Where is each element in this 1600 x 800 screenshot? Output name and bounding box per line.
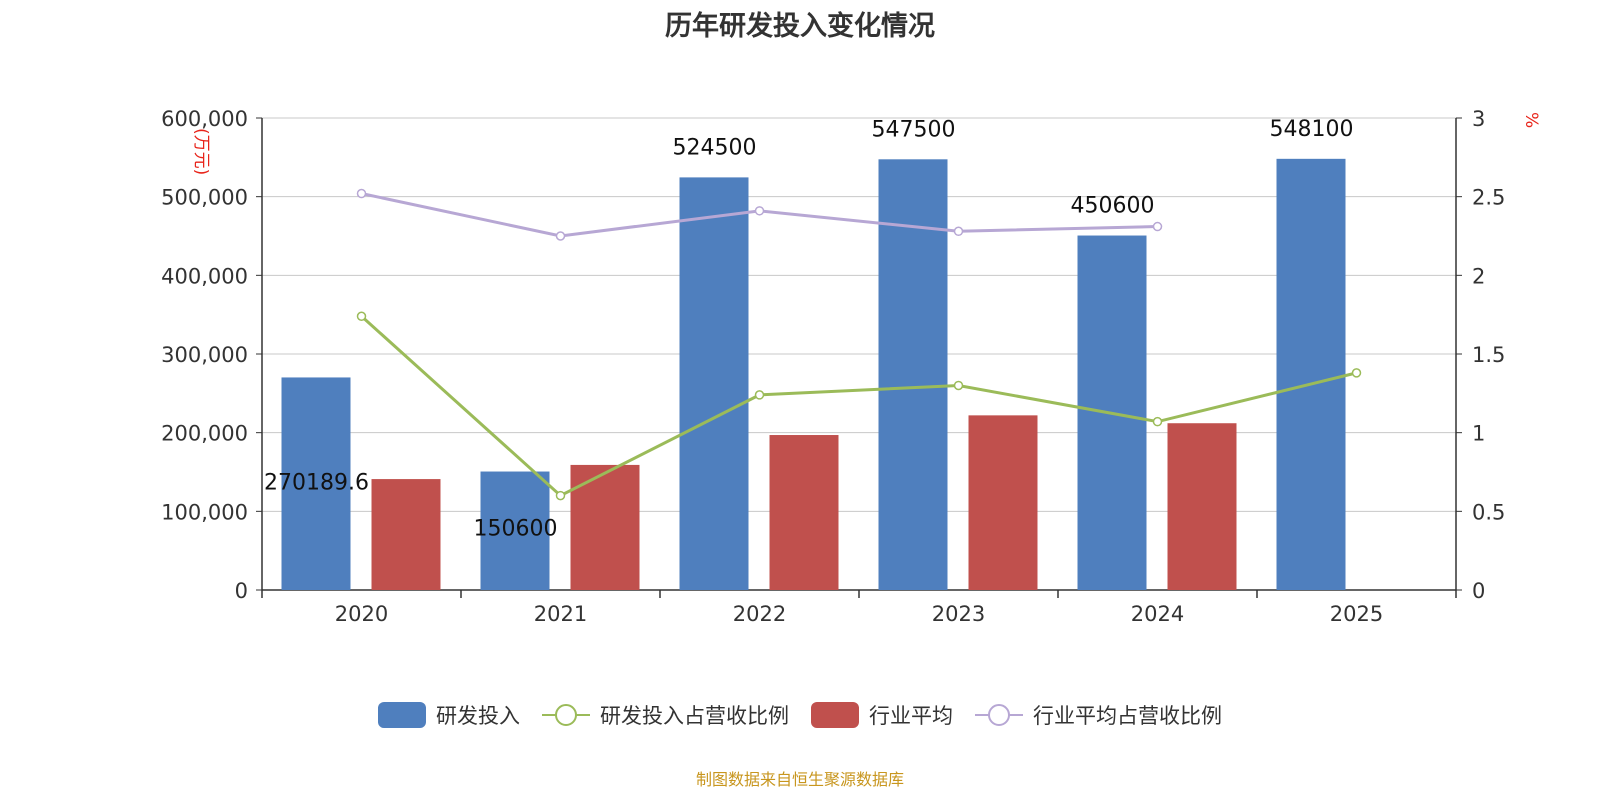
y-left-tick-label: 300,000	[161, 343, 248, 367]
y-left-tick-label: 200,000	[161, 422, 248, 446]
legend-item-rd[interactable]: 研发投入	[378, 700, 520, 730]
x-tick-label: 2022	[733, 602, 786, 626]
y-right-tick-label: 2	[1472, 264, 1485, 288]
rd-ratio-point	[1152, 416, 1163, 427]
legend-rd-swatch	[378, 702, 426, 728]
rd-ratio-point	[356, 311, 367, 321]
legend: 研发投入 研发投入占营收比例 行业平均 行业平均占营收比例	[0, 700, 1600, 730]
footer-source: 制图数据来自恒生聚源数据库	[695, 770, 904, 789]
rd-ratio-line	[360, 315, 1357, 498]
x-tick-label: 2025	[1330, 602, 1383, 626]
bar-industry	[371, 479, 441, 590]
rd-ratio-point	[754, 390, 765, 400]
y-left-tick-label: 100,000	[161, 500, 248, 524]
legend-item-rd-ratio[interactable]: 研发投入占营收比例	[542, 700, 789, 730]
industry-ratio-point	[754, 206, 765, 216]
chart-canvas: 0 100,000 200,000 300,000 400,000 500,000 600,…	[161, 107, 1541, 626]
legend-industry-ratio-label: 行业平均占营收比例	[1033, 704, 1222, 728]
x-tick-label: 2024	[1131, 602, 1184, 626]
data-label-rd: 547500	[872, 117, 956, 142]
bar-rd	[1276, 158, 1346, 590]
rd-ratio-point	[953, 380, 964, 391]
data-label-rd: 450600	[1071, 194, 1155, 219]
y-left-tick-label: 400,000	[161, 264, 248, 288]
y-right-tick-label: 2.5	[1472, 186, 1505, 210]
legend-industry-label: 行业平均	[869, 704, 953, 728]
y-right-tick-label: 0.5	[1472, 500, 1505, 524]
legend-rd-ratio-label: 研发投入占营收比例	[600, 704, 789, 728]
y-right-tick-label: 3	[1472, 107, 1485, 131]
y-left-tick-label: 0	[235, 579, 248, 603]
bar-rd	[878, 159, 948, 591]
bar-rd	[480, 471, 550, 590]
y-left-axis-label: (万元)	[191, 128, 211, 175]
y-right-axis-label: %	[1521, 112, 1541, 128]
chart-title: 历年研发投入变化情况	[665, 11, 935, 42]
data-label-rd: 548100	[1270, 117, 1354, 142]
x-tick-label: 2023	[932, 602, 985, 626]
legend-item-industry[interactable]: 行业平均	[811, 700, 953, 730]
industry-ratio-point	[953, 226, 964, 237]
bar-industry	[769, 435, 839, 590]
y-right-tick-label: 1.5	[1472, 343, 1505, 367]
legend-rd-label: 研发投入	[436, 704, 520, 728]
legend-rd-ratio-icon	[542, 704, 590, 726]
x-tick-label: 2020	[335, 602, 388, 626]
y-right-tick-label: 0	[1472, 579, 1485, 603]
industry-ratio-point	[1152, 221, 1163, 232]
bar-rd	[281, 377, 351, 590]
legend-industry-swatch	[811, 702, 859, 728]
legend-industry-ratio-icon	[975, 704, 1023, 726]
x-tick-label: 2021	[534, 602, 587, 626]
bar-industry	[968, 415, 1038, 590]
bar-rd	[679, 177, 749, 591]
rd-ratio-point	[555, 490, 566, 501]
legend-item-industry-ratio[interactable]: 行业平均占营收比例	[975, 700, 1222, 730]
data-label-rd: 524500	[673, 135, 757, 160]
data-label-rd: 270189.6	[264, 470, 369, 495]
y-left-tick-label: 500,000	[161, 186, 248, 210]
bar-industry	[1167, 423, 1237, 590]
industry-ratio-point	[555, 231, 566, 241]
industry-ratio-point	[356, 188, 367, 199]
rd-ratio-point	[1351, 368, 1362, 378]
y-left-tick-label: 600,000	[161, 107, 248, 131]
data-label-rd: 150600	[474, 517, 558, 542]
y-right-tick-label: 1	[1472, 422, 1485, 446]
